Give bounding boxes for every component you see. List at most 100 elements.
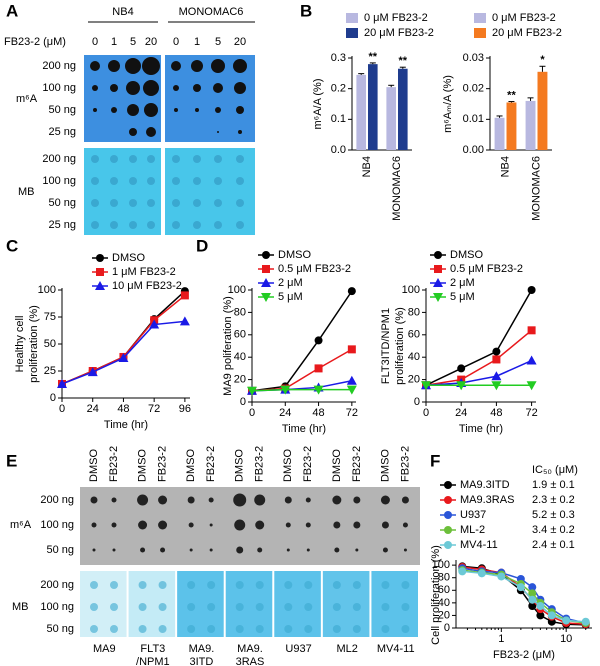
blot-dot [208, 497, 214, 503]
blot-dot [147, 155, 155, 163]
blot-dot [193, 177, 201, 185]
marker [118, 353, 129, 363]
marker [526, 381, 537, 391]
marker [547, 611, 556, 620]
y-axis-label: m⁶Aₘ/A (%) [442, 75, 454, 133]
dose-label: 1 [194, 36, 200, 48]
blot-dot [401, 625, 410, 633]
y-tick-label: 0.1 [331, 113, 346, 125]
amount-label: 200 ng [42, 60, 76, 72]
blot-dot [353, 521, 361, 529]
y-tick-label: 40 [438, 597, 450, 609]
series-line [61, 320, 185, 385]
marker [247, 386, 257, 396]
blot-dot [286, 548, 290, 552]
blot-dot [160, 547, 166, 553]
legend-swatch [346, 13, 358, 23]
blot-dot [284, 496, 292, 504]
blot-dot [304, 625, 313, 633]
ic50-label: 2.3 ± 0.2 [532, 494, 575, 506]
group-label: NB4 [112, 6, 133, 18]
blot-dot [129, 221, 137, 229]
y-tick-label: 0.01 [463, 113, 484, 125]
blot-dot [209, 548, 213, 552]
blot-dot [158, 603, 167, 611]
marker [421, 381, 431, 391]
bar [525, 100, 536, 150]
blot-dot [138, 603, 147, 611]
marker [536, 611, 545, 620]
blot-dot [332, 625, 341, 633]
amount-label: 50 ng [46, 623, 74, 635]
blot-dot [187, 496, 195, 504]
blot-dot [158, 520, 168, 530]
blot-m6a [80, 487, 420, 565]
series-line [251, 290, 353, 392]
marker [457, 364, 466, 373]
y-tick-label: 100 [402, 284, 420, 296]
series-line [251, 348, 353, 392]
amount-label: 50 ng [46, 544, 74, 556]
y-tick-label: 80 [438, 572, 450, 584]
blot-dot [189, 548, 193, 552]
blot-dot [214, 155, 222, 163]
blot-dot [193, 199, 201, 207]
blot-dot [188, 522, 194, 528]
blot-label: MB [12, 601, 29, 613]
blot-mb-group [80, 571, 418, 637]
y-tick-label: 75 [44, 311, 56, 323]
blot-dot [91, 221, 99, 229]
marker [444, 481, 452, 489]
blot-dot [234, 519, 246, 531]
blot-dot [284, 625, 293, 633]
blot-dot [304, 603, 313, 611]
marker [261, 293, 271, 302]
blot-dot [110, 581, 118, 589]
blot-dot [110, 603, 118, 611]
bar [398, 68, 408, 150]
treatment-label: FB23-2 [108, 446, 120, 482]
legend-label: 20 μM FB23-2 [364, 27, 434, 39]
bar [356, 74, 366, 150]
blot-dot [90, 581, 98, 589]
legend-label: MV4-11 [460, 539, 498, 551]
blot-dot [213, 83, 223, 93]
blot-dot [236, 155, 244, 163]
y-tick-label: 80 [408, 306, 420, 318]
y-axis-label: FLT3ITD/NPM1 [380, 308, 392, 384]
group-label: MONOMAC6 [179, 6, 244, 18]
blot-dot [110, 199, 118, 207]
y-tick-label: 100 [432, 559, 450, 571]
legend-label: 2 μM [450, 277, 475, 289]
marker [434, 251, 442, 259]
x-tick-label: MONOMAC6 [530, 156, 542, 221]
blot-dot [172, 177, 180, 185]
marker [527, 326, 536, 335]
blot-dot [138, 625, 147, 633]
marker [528, 602, 537, 610]
blot-dot [127, 104, 139, 116]
blot-dot [207, 625, 216, 633]
legend-label: 20 μM FB23-2 [492, 27, 562, 39]
cell-line-label: FLT3 [140, 643, 165, 655]
bar [506, 102, 517, 150]
blot-dot [193, 221, 201, 229]
blot-dot [142, 57, 160, 75]
x-tick-label: NB4 [361, 156, 373, 177]
blot-dot [305, 497, 311, 503]
blot-dot [90, 496, 98, 504]
blot-dot [217, 131, 219, 133]
marker [491, 381, 502, 391]
treatment-label: FB23-2 [399, 446, 411, 482]
treatment-label: DMSO [185, 449, 197, 482]
y-tick-label: 0.03 [463, 52, 484, 64]
cell-line-label: 3ITD [190, 656, 214, 666]
x-tick-label: 10 [560, 633, 572, 645]
blot-dot [382, 547, 388, 553]
blot-dot [147, 221, 155, 229]
blot-dot [125, 58, 141, 74]
blot-dot [110, 625, 118, 633]
blot-dot [140, 547, 146, 553]
marker [57, 378, 67, 388]
amount-label: 200 ng [40, 579, 74, 591]
